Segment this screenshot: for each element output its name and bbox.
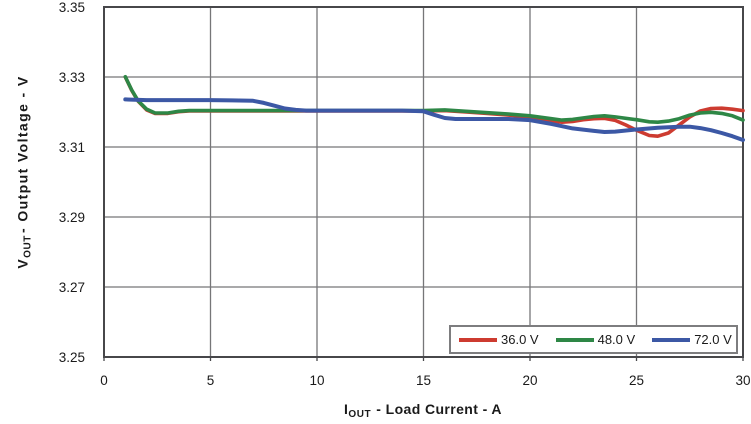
x-axis-symbol: I (344, 401, 349, 417)
y-axis-title: VOUT- Output Voltage - V (15, 75, 34, 268)
series-line-720v (123, 97, 745, 142)
x-tick-label-25: 25 (628, 373, 645, 388)
y-tick-label-3.31: 3.31 (58, 139, 85, 155)
series-line-480v (123, 74, 745, 124)
legend-swatch-red-line (459, 337, 497, 342)
y-tick-label-3.29: 3.29 (58, 209, 85, 225)
legend-swatch-green-line (555, 337, 594, 342)
x-tick-label-20: 20 (522, 373, 538, 388)
y-axis-symbol-subscript: OUT (22, 234, 34, 258)
x-tick-label-0: 0 (100, 373, 108, 388)
legend-item-72v: 72.0 V (652, 332, 732, 347)
x-axis-label-text: - Load Current - A (376, 401, 502, 417)
x-axis-symbol-subscript: OUT (348, 409, 372, 420)
x-tick-label-10: 10 (309, 373, 325, 388)
y-axis-symbol: V (14, 257, 31, 269)
x-tick-label-15: 15 (415, 373, 432, 388)
plot-border (103, 6, 744, 358)
legend-item-48v: 48.0 V (555, 332, 636, 347)
legend-label-72v: 72.0 V (694, 332, 732, 347)
x-axis-title: IOUT - Load Current - A (344, 401, 502, 420)
legend-label-36v: 36.0 V (501, 332, 539, 347)
y-tick-label-3.33: 3.33 (58, 69, 85, 85)
legend-label-48v: 48.0 V (597, 332, 636, 347)
x-tick-label-30: 30 (735, 373, 751, 388)
legend-swatch-blue-line (652, 337, 691, 342)
y-tick-label-3.35: 3.35 (58, 0, 85, 15)
legend-item-36v: 36.0 V (459, 332, 539, 347)
y-tick-label-3.27: 3.27 (58, 279, 85, 295)
x-tick-label-5: 5 (206, 373, 215, 388)
y-axis-label-text: - Output Voltage - V (14, 75, 31, 233)
legend: 36.0 V 48.0 V 72.0 V (449, 325, 738, 354)
y-tick-label-3.25: 3.25 (58, 349, 85, 365)
